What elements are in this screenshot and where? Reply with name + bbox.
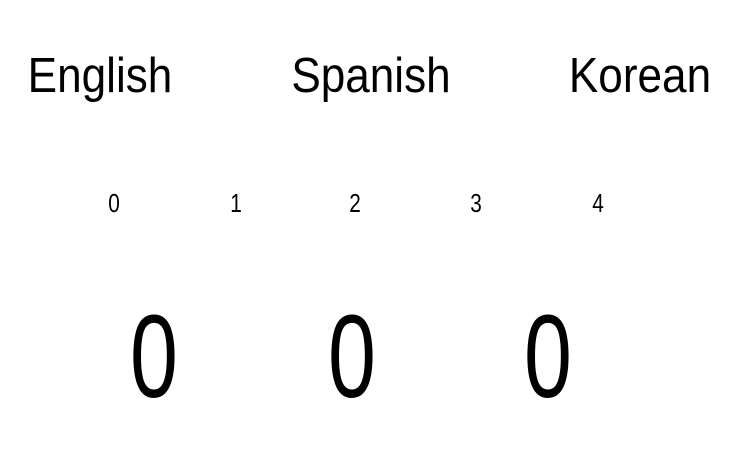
language-label-spanish: Spanish bbox=[291, 49, 451, 103]
counter-value-korean: 0 bbox=[524, 291, 572, 423]
language-label-english: English bbox=[27, 49, 173, 103]
number-button-1[interactable]: 1 bbox=[230, 188, 242, 218]
number-button-2[interactable]: 2 bbox=[349, 188, 361, 218]
number-button-3[interactable]: 3 bbox=[470, 188, 482, 218]
number-button-4[interactable]: 4 bbox=[592, 188, 604, 218]
counter-value-english: 0 bbox=[130, 291, 178, 423]
number-button-0[interactable]: 0 bbox=[108, 188, 120, 218]
counter-value-spanish: 0 bbox=[328, 291, 376, 423]
language-label-korean: Korean bbox=[568, 49, 712, 103]
